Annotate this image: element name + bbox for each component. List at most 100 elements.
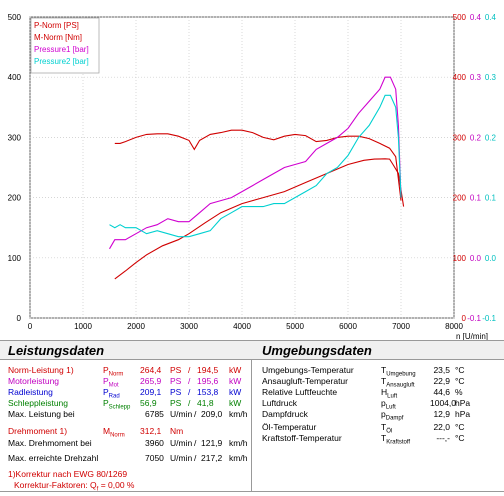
y-tick-label-right: 0.3 (485, 73, 497, 82)
y-tick-label-right: -0.1 (467, 314, 481, 323)
drehmoment-symbol: MNorm (103, 426, 125, 439)
leistung-row-sep: / (188, 365, 191, 375)
leistung-row-value2: 195,6 (197, 376, 219, 386)
umgebung-row-label: Ansaugluft-Temperatur (262, 376, 348, 386)
max-drehmoment-label: Max. Drehmoment bei (8, 438, 92, 448)
umgebung-row-value: 22,9 (433, 376, 450, 386)
leistung-row-value1: 264,4 (140, 365, 162, 375)
leistung-row-sep: / (188, 387, 191, 397)
leistung-row-symbol: PSchlepp (103, 398, 131, 411)
umgebung-row-symbol: pDampf (381, 409, 404, 422)
max-leistung-speed: 209,0 (201, 409, 223, 419)
x-tick-label: 6000 (339, 322, 357, 331)
umgebung-row-symbol: TAnsaugluft (381, 376, 415, 389)
y-tick-label-right: 0.1 (485, 194, 497, 203)
y-tick-label-right: 0.1 (470, 194, 482, 203)
umgebung-row-label: Relative Luftfeuchte (262, 387, 338, 397)
series-line (114, 129, 402, 201)
y-tick-label-left: 200 (8, 194, 22, 203)
leistung-row-label: Motorleistung (8, 376, 60, 386)
leistung-row-symbol: PRad (103, 387, 120, 400)
umgebung-row-unit: °C (455, 365, 465, 375)
umgebung-row-value: ---,- (436, 433, 450, 443)
leistung-row-symbol: PMot (103, 376, 119, 389)
umgebung-title: Umgebungsdaten (262, 343, 372, 358)
leistung-row-unit2: kW (229, 376, 242, 386)
korrektur-line2-subscript: f (96, 486, 99, 493)
max-drehzahl-speed-unit: km/h (229, 453, 248, 463)
leistung-row-value1: 209,1 (140, 387, 162, 397)
leistung-row-label: Norm-Leistung 1) (8, 365, 74, 375)
max-drehzahl-rpm-unit: U/min (170, 453, 193, 463)
drehmoment-value: 312,1 (140, 426, 162, 436)
umgebung-row-unit: °C (455, 376, 465, 386)
x-tick-label: 4000 (233, 322, 251, 331)
korrektur-value: = 0,00 % (98, 480, 135, 490)
leistung-row-unit1: PS (170, 365, 182, 375)
korrektur-line1: 1)Korrektur nach EWG 80/1269 (8, 469, 128, 479)
series-line (109, 94, 402, 238)
max-leistung-speed-unit: km/h (229, 409, 248, 419)
korrektur-line2: Korrektur-Faktoren: Qf = 0,00 % (14, 480, 135, 493)
legend-box (30, 17, 100, 74)
umgebung-row-symbol: TKraftstoff (381, 433, 411, 446)
max-leistung-label: Max. Leistung bei (8, 409, 75, 419)
leistung-row-symbol-subscript: Mot (108, 382, 119, 389)
umgebung-row-label: Kraftstoff-Temperatur (262, 433, 342, 443)
y-tick-label-left: 300 (8, 133, 22, 142)
table-header-bar (0, 340, 504, 360)
x-tick-label: 1000 (74, 322, 92, 331)
y-tick-label-right: 0.0 (485, 254, 497, 263)
max-drehzahl-label: Max. erreichte Drehzahl (8, 453, 99, 463)
umgebung-row-label: Dampfdruck (262, 409, 308, 419)
umgebung-row-label: Umgebungs-Temperatur (262, 365, 354, 375)
y-tick-label-right: 0.4 (470, 13, 482, 22)
max-leistung-rpm: 6785 (145, 409, 164, 419)
max-drehmoment-speed-unit: km/h (229, 438, 248, 448)
leistung-row-unit1: PS (170, 376, 182, 386)
umgebung-row-symbol-subscript: Luft (387, 393, 398, 400)
umgebung-row-symbol-subscript: Umgebung (386, 371, 416, 378)
umgebung-row-label: Luftdruck (262, 398, 297, 408)
y-tick-label-right: -0.1 (482, 314, 496, 323)
leistung-row-value1: 265,9 (140, 376, 162, 386)
max-drehmoment-rpm-unit: U/min (170, 438, 193, 448)
max-leistung-rpm-unit: U/min (170, 409, 193, 419)
umgebung-row-unit: hPa (455, 409, 471, 419)
y-tick-label-right: 0.2 (470, 133, 482, 142)
x-tick-label: 7000 (392, 322, 410, 331)
umgebung-row-symbol-subscript: Ansaugluft (386, 382, 415, 389)
series-line (109, 76, 402, 250)
leistung-row-symbol-subscript: Rad (108, 393, 120, 400)
leistung-row-label: Radleistung (8, 387, 53, 397)
series-line (114, 158, 405, 280)
umgebung-row-symbol-subscript: Dampf (385, 415, 404, 422)
legend-entry: P-Norm [PS] (34, 21, 79, 30)
umgebung-row-value: 22,0 (433, 422, 450, 432)
umgebung-row-value: 23,5 (433, 365, 450, 375)
umgebung-row-value: 1004,0 (430, 398, 456, 408)
x-tick-label: 3000 (180, 322, 198, 331)
umgebung-row-unit: hPa (455, 398, 471, 408)
leistung-row-value1: 56,9 (140, 398, 157, 408)
y-tick-label-right: 0.4 (485, 13, 497, 22)
max-drehmoment-sep: / (194, 438, 197, 448)
dyno-chart: 0 1000 2000 3000 4000 5000 6000 7000 80000100200… (8, 13, 497, 340)
y-tick-label-left: 100 (8, 254, 22, 263)
y-tick-label-right: 0.3 (470, 73, 482, 82)
y-tick-label-left: 0 (17, 314, 22, 323)
y-tick-label-right: 0.0 (470, 254, 482, 263)
drehmoment-symbol-subscript: Norm (110, 432, 125, 439)
leistung-row-unit2: kW (229, 398, 242, 408)
leistung-row-unit2: kW (229, 365, 242, 375)
x-tick-label: 8000 (445, 322, 463, 331)
x-tick-label: 2000 (127, 322, 145, 331)
max-drehmoment-speed: 121,9 (201, 438, 223, 448)
umgebung-row-symbol: HLuft (381, 387, 398, 400)
y-tick-label-right: 100 (453, 254, 467, 263)
umgebung-row-symbol: TUmgebung (381, 365, 416, 378)
max-drehmoment-rpm: 3960 (145, 438, 164, 448)
leistung-row-symbol-subscript: Norm (108, 371, 124, 378)
umgebung-row-symbol-subscript: Luft (385, 404, 396, 411)
umgebung-row-value: 44,6 (433, 387, 450, 397)
